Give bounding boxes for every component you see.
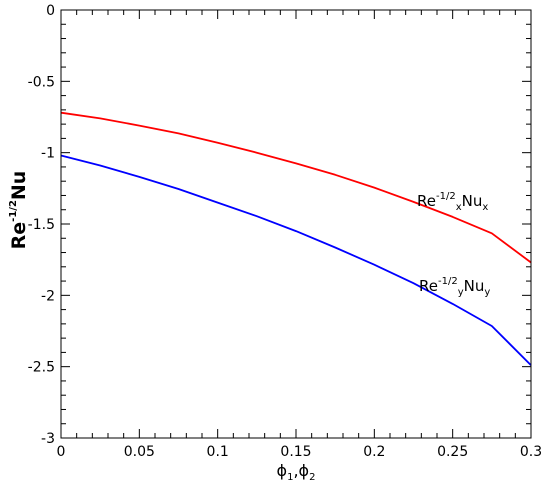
y-tick-label: -2.5 (28, 360, 55, 376)
nuy-sub1: y (458, 287, 464, 298)
nuy-pre: Re (419, 277, 438, 295)
tick-labels: 0 0.05 0.1 0.15 0.2 0.25 0.3 0 -0.5 -1 -1.5 -2 -2.5 -… (28, 3, 542, 460)
x-tick-label: 0.25 (437, 444, 468, 460)
y-tick-label: -1 (41, 146, 55, 162)
nux-sup: -1/2 (436, 191, 456, 202)
series-line-nuy (60, 154, 532, 366)
y-tick-label: -3 (41, 431, 55, 447)
y-tick-label: 0 (46, 3, 55, 19)
series-line-nux (60, 111, 532, 264)
x-tick-label: 0.3 (520, 444, 542, 460)
nux-mid: Nu (462, 192, 483, 210)
tick-marks (60, 9, 532, 439)
y-axis-title-suffix: Nu (8, 171, 30, 200)
x-tick-label: 0.05 (124, 444, 155, 460)
x-axis-title: ϕ1,ϕ2 (277, 461, 316, 483)
x-axis-title-sub1: 1 (287, 472, 293, 483)
nuy-mid: Nu (464, 277, 485, 295)
x-tick-label: 0.15 (280, 444, 311, 460)
x-tick-label: 0.2 (363, 444, 385, 460)
y-axis-title-prefix: Re (8, 222, 30, 250)
x-axis-title-phi2: ϕ (299, 461, 310, 480)
nuy-sup: -1/2 (438, 276, 458, 287)
y-axis-title-sup: -1/2 (8, 200, 19, 222)
x-axis-title-sub2: 2 (309, 472, 315, 483)
x-axis-title-sep: , (293, 461, 298, 480)
y-tick-label: -0.5 (28, 74, 55, 90)
x-tick-label: 0 (57, 444, 66, 460)
series-label-nuy: Re-1/2yNuy (419, 276, 490, 298)
nux-sub2: x (482, 202, 488, 213)
plot-frame (60, 9, 532, 439)
y-tick-label: -1.5 (28, 217, 55, 233)
y-axis-title: Re-1/2Nu (8, 171, 30, 250)
x-tick-label: 0.1 (207, 444, 229, 460)
x-axis-title-phi1: ϕ (277, 461, 288, 480)
nuy-sub2: y (484, 287, 490, 298)
series-lines (60, 111, 532, 366)
y-tick-label: -2 (41, 288, 55, 304)
nux-pre: Re (417, 192, 436, 210)
nux-sub1: x (456, 202, 462, 213)
series-label-nux: Re-1/2xNux (417, 191, 488, 213)
